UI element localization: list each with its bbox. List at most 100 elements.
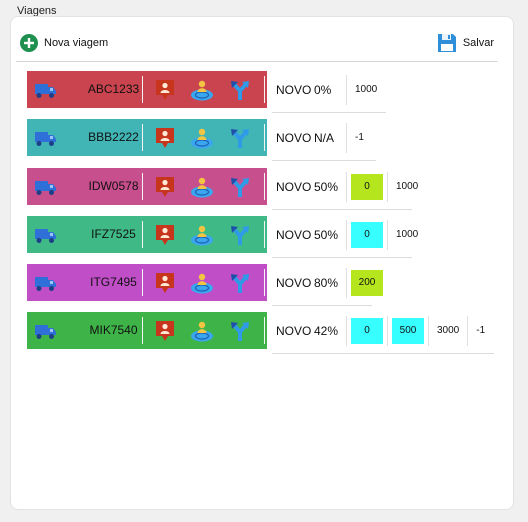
cell-separator: [346, 315, 347, 346]
person-radar-icon[interactable]: [190, 79, 214, 106]
trip-row[interactable]: ITG7495 NOVO 80% 200: [27, 264, 507, 301]
route-fork-icon[interactable]: [229, 176, 251, 203]
person-radar-icon[interactable]: [190, 127, 214, 154]
stop-value: 1000: [355, 84, 378, 95]
plate-separator: [264, 124, 265, 151]
stop-value: -1: [476, 325, 486, 336]
trip-status: NOVO: [276, 130, 312, 145]
trip-row[interactable]: BBB2222 NOVO N/A -1: [27, 119, 507, 156]
plate-separator: [142, 76, 143, 103]
person-radar-icon[interactable]: [190, 224, 214, 251]
driver-pin-icon[interactable]: [155, 127, 175, 154]
trip-progress: 50%: [314, 179, 339, 194]
plate-number: MIK7540: [89, 323, 138, 337]
stop-value-chip: 500: [392, 317, 424, 344]
cell-separator: [387, 315, 388, 346]
driver-pin-icon[interactable]: [155, 176, 175, 203]
driver-pin-icon[interactable]: [155, 272, 175, 299]
driver-pin-icon[interactable]: [155, 79, 175, 106]
trip-progress: 80%: [314, 275, 339, 290]
trip-status: NOVO: [276, 179, 312, 194]
plate-separator: [264, 221, 265, 248]
new-trip-button[interactable]: Nova viagem: [20, 32, 108, 54]
route-fork-icon[interactable]: [229, 320, 251, 347]
cell-separator: [428, 315, 429, 346]
cell-separator: [346, 74, 347, 105]
floppy-disk-icon: [437, 34, 456, 52]
driver-pin-icon[interactable]: [155, 224, 175, 251]
stop-value: 3000: [437, 325, 460, 336]
save-button[interactable]: Salvar: [437, 32, 494, 54]
trip-progress: 50%: [314, 227, 339, 242]
truck-icon: [35, 178, 57, 201]
driver-pin-icon[interactable]: [155, 320, 175, 347]
stop-value-chip: 0: [351, 317, 383, 344]
row-divider: [272, 209, 412, 210]
trip-plate-bar[interactable]: IDW0578: [27, 168, 267, 205]
row-divider: [272, 305, 372, 306]
trip-plate-bar[interactable]: MIK7540: [27, 312, 267, 349]
trip-plate-bar[interactable]: IFZ7525: [27, 216, 267, 253]
trip-info: NOVO N/A -1: [276, 119, 368, 156]
trip-info: NOVO 0% 1000: [276, 71, 381, 108]
truck-icon: [35, 322, 57, 345]
person-radar-icon[interactable]: [190, 272, 214, 299]
trip-status: NOVO: [276, 82, 312, 97]
trip-info: NOVO 50% 0 1000: [276, 216, 422, 253]
row-divider: [272, 112, 386, 113]
plate-separator: [264, 317, 265, 344]
trip-progress: N/A: [314, 130, 335, 145]
toolbar: Nova viagem Salvar: [16, 28, 498, 58]
plate-number: ITG7495: [90, 275, 137, 289]
stop-value-chip: 200: [351, 269, 383, 296]
row-divider: [272, 353, 494, 354]
trip-plate-bar[interactable]: BBB2222: [27, 119, 267, 156]
route-fork-icon[interactable]: [229, 127, 251, 154]
stop-value-chip: 0: [351, 173, 383, 200]
trip-row[interactable]: MIK7540 NOVO 42% 0 500 3000 -1: [27, 312, 507, 349]
trip-row[interactable]: IFZ7525 NOVO 50% 0 1000: [27, 216, 507, 253]
plate-number: IFZ7525: [91, 227, 136, 241]
truck-icon: [35, 129, 57, 152]
save-label: Salvar: [462, 37, 494, 49]
plate-separator: [142, 317, 143, 344]
route-fork-icon[interactable]: [229, 79, 251, 106]
cell-separator: [346, 122, 347, 153]
plate-separator: [264, 76, 265, 103]
plate-separator: [264, 173, 265, 200]
route-fork-icon[interactable]: [229, 224, 251, 251]
cell-separator: [467, 315, 469, 346]
row-divider: [272, 257, 412, 258]
plus-circle-icon: [20, 34, 38, 52]
group-title: Viagens: [17, 5, 57, 17]
plate-separator: [142, 269, 143, 296]
person-radar-icon[interactable]: [190, 176, 214, 203]
toolbar-divider: [16, 61, 498, 62]
cell-separator: [387, 219, 388, 250]
row-divider: [272, 160, 376, 161]
route-fork-icon[interactable]: [229, 272, 251, 299]
trip-info: NOVO 80% 200: [276, 264, 383, 301]
plate-number: IDW0578: [88, 179, 139, 193]
trip-info: NOVO 42% 0 500 3000 -1: [276, 312, 489, 349]
plate-separator: [142, 221, 143, 248]
person-radar-icon[interactable]: [190, 320, 214, 347]
stop-value-chip: 0: [351, 221, 383, 248]
truck-icon: [35, 274, 57, 297]
trip-row[interactable]: IDW0578 NOVO 50% 0 1000: [27, 168, 507, 205]
stop-value: 1000: [396, 229, 419, 240]
trip-plate-bar[interactable]: ABC1233: [27, 71, 267, 108]
trip-progress: 0%: [314, 82, 332, 97]
stop-value: 1000: [396, 181, 419, 192]
plate-number: BBB2222: [88, 130, 139, 144]
cell-separator: [387, 171, 388, 202]
trip-plate-bar[interactable]: ITG7495: [27, 264, 267, 301]
truck-icon: [35, 81, 57, 104]
cell-separator: [346, 219, 347, 250]
trip-progress: 42%: [314, 323, 339, 338]
cell-separator: [346, 171, 347, 202]
plate-separator: [142, 124, 143, 151]
truck-icon: [35, 226, 57, 249]
trip-row[interactable]: ABC1233 NOVO 0% 1000: [27, 71, 507, 108]
trip-status: NOVO: [276, 323, 312, 338]
